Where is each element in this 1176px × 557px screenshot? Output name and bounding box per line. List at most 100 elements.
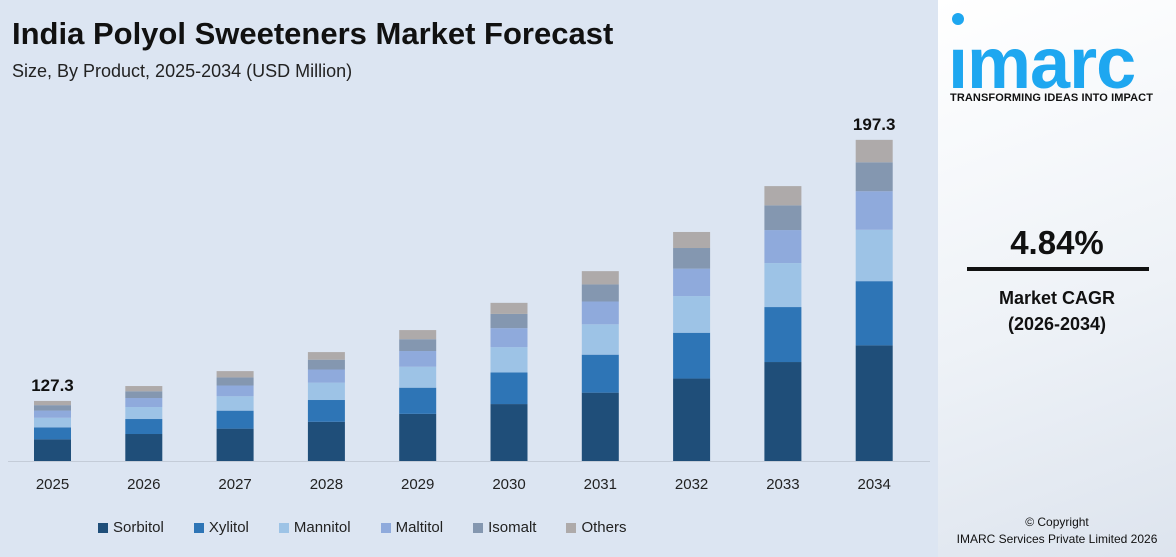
chart-panel: India Polyol Sweeteners Market Forecast … [8,16,930,536]
tagline: TRANSFORMING IDEAS INTO IMPACT [950,92,1154,104]
bar-segment-others-2026 [125,386,163,392]
legend-swatch [566,522,577,533]
bar-segment-maltitol-2026 [125,398,163,408]
legend-swatch [380,522,391,533]
total-label: 197.3 [853,115,896,134]
bar-segment-sorbitol-2025 [34,439,71,461]
x-tick-label: 2034 [858,476,891,493]
legend-label: Others [581,519,627,536]
bar-segment-others-2029 [399,330,437,340]
x-tick-label: 2032 [675,476,708,493]
bar-segment-mannitol-2029 [399,366,437,388]
total-label: 127.3 [31,376,74,395]
cagr-label-text: Market CAGR [998,288,1116,308]
bar-segment-maltitol-2028 [307,369,345,383]
legend-swatch [193,522,204,533]
bar-segment-maltitol-2034 [855,191,893,230]
bar-segment-sorbitol-2031 [581,392,619,461]
legend-swatch [98,522,108,533]
copyright-line2: IMARC Services Private Limited 2026 [956,532,1158,546]
bar-segment-isomalt-2025 [34,405,71,411]
x-tick-label: 2025 [36,476,69,493]
legend-label: Isomalt [488,519,537,536]
divider [967,267,1149,271]
bar-segment-mannitol-2027 [216,396,254,411]
bar-segment-xylitol-2026 [125,419,163,435]
bar-segment-mannitol-2028 [307,382,345,401]
bar-segment-isomalt-2032 [673,248,711,269]
bar-segment-maltitol-2033 [764,230,802,264]
legend-label: Mannitol [293,519,351,536]
bar-segment-xylitol-2030 [490,372,528,405]
bar-segment-sorbitol-2029 [399,413,437,461]
legend-item-sorbitol: Sorbitol [98,519,164,536]
bar-segment-sorbitol-2027 [216,428,254,461]
bar-segment-xylitol-2029 [399,387,437,414]
copyright: © Copyright IMARC Services Private Limit… [938,514,1176,548]
legend-item-others: Others [566,519,626,536]
legend-item-maltitol: Maltitol [380,519,444,536]
legend-item-mannitol: Mannitol [278,519,351,536]
x-tick-label: 2031 [584,476,617,493]
legend-label: Maltitol [395,519,444,536]
bar-segment-sorbitol-2028 [307,421,345,461]
bar-segment-others-2030 [490,302,528,314]
bar-segment-isomalt-2028 [307,359,345,370]
bar-segment-mannitol-2032 [673,296,711,333]
bar-segment-others-2031 [581,271,619,285]
bar-segment-xylitol-2034 [855,281,893,346]
bar-segment-maltitol-2031 [581,301,619,325]
legend-label: Xylitol [208,519,249,536]
bar-segment-mannitol-2025 [34,417,71,428]
x-tick-label: 2028 [310,476,343,493]
cagr-period: (2026-2034) [1007,314,1107,334]
bar-segment-mannitol-2026 [125,407,163,420]
x-tick-label: 2033 [766,476,799,493]
imarc-logo: ımarc [948,13,1136,93]
bar-segment-xylitol-2027 [216,410,254,429]
bar-segment-sorbitol-2034 [855,345,893,461]
x-tick-label: 2026 [127,476,160,493]
bar-segment-maltitol-2027 [216,385,254,397]
chart-subtitle: Size, By Product, 2025-2034 (USD Million… [12,61,353,81]
copyright-line1: © Copyright [1025,515,1089,529]
bar-segment-maltitol-2030 [490,328,528,348]
bar-segment-xylitol-2028 [307,400,345,422]
legend-item-isomalt: Isomalt [473,519,536,536]
bar-segment-others-2025 [34,400,71,406]
x-tick-label: 2030 [492,476,525,493]
stacked-bar-chart: 2025 127.3 2026 2027 2028 2029 2030 2031 2032 203… [8,115,930,493]
legend-item-xylitol: Xylitol [193,519,249,536]
bar-segment-isomalt-2030 [490,313,528,329]
bar-segment-maltitol-2025 [34,410,71,418]
bar-segment-others-2028 [307,352,345,360]
chart-title: India Polyol Sweeteners Market Forecast [12,16,614,51]
cagr-label: Market CAGR (2026-2034) [938,285,1176,337]
svg-text:ımarc: ımarc [948,24,1135,93]
bar-segment-isomalt-2026 [125,391,163,399]
bar-segment-sorbitol-2033 [764,362,802,461]
bar-segment-others-2034 [855,139,893,163]
bar-segment-sorbitol-2026 [125,434,163,461]
bar-segment-isomalt-2034 [855,162,893,192]
bar-segment-mannitol-2031 [581,324,619,355]
bar-segment-maltitol-2032 [673,268,711,297]
bar-segment-mannitol-2033 [764,263,802,308]
bar-segment-xylitol-2033 [764,307,802,363]
legend-swatch [278,522,289,533]
bar-segment-others-2027 [216,371,254,378]
bar-segment-mannitol-2034 [855,229,893,282]
cagr-value: 4.84% [1010,224,1104,261]
bar-segment-xylitol-2032 [673,332,711,379]
brand-panel: ımarc TRANSFORMING IDEAS INTO IMPACT 4.8… [938,0,1176,557]
bar-segment-xylitol-2025 [34,427,71,440]
legend-swatch [473,522,484,533]
x-tick-label: 2027 [218,476,251,493]
bar-segment-sorbitol-2030 [490,404,528,461]
bar-segment-isomalt-2033 [764,205,802,231]
bar-segment-isomalt-2029 [399,339,437,352]
bar-segment-xylitol-2031 [581,354,619,393]
x-tick-label: 2029 [401,476,434,493]
bar-segment-others-2033 [764,186,802,206]
bar-segment-maltitol-2029 [399,351,437,367]
